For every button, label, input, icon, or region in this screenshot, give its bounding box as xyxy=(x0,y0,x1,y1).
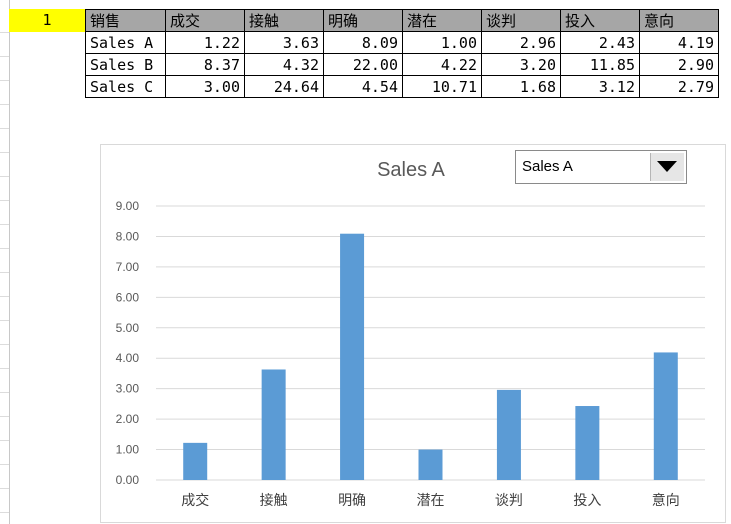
value-cell[interactable]: 3.20 xyxy=(481,53,561,76)
row-gridline xyxy=(0,344,9,345)
value-cell[interactable]: 4.19 xyxy=(639,31,719,54)
data-table: 销售 成交 接触 明确 潜在 谈判 投入 意向 Sales A 1.22 3.6… xyxy=(85,9,719,98)
row-gridline xyxy=(0,464,9,465)
chart-plot-area: 0.00 1.00 2.00 3.00 4.00 5.00 6.00 7.00 8.00 9.00… xyxy=(116,199,705,509)
row-name-cell[interactable]: Sales B xyxy=(85,53,166,76)
table-row: Sales C 3.00 24.64 4.54 10.71 1.68 3.12 … xyxy=(85,75,719,98)
y-tick-label: 5.00 xyxy=(116,321,140,335)
cell-a1[interactable]: 1 xyxy=(9,9,85,32)
x-tick-label: 意向 xyxy=(652,492,680,509)
row-gridline xyxy=(0,32,9,33)
row-gridline xyxy=(0,176,9,177)
x-tick-label: 谈判 xyxy=(495,493,523,509)
row-gridline xyxy=(0,368,9,369)
value-cell[interactable]: 3.63 xyxy=(244,31,324,54)
y-tick-label: 6.00 xyxy=(116,290,140,304)
table-row: Sales A 1.22 3.63 8.09 1.00 2.96 2.43 4.… xyxy=(85,31,719,54)
value-cell[interactable]: 22.00 xyxy=(323,53,403,76)
row-name-cell[interactable]: Sales A xyxy=(85,31,166,54)
header-cell[interactable]: 接触 xyxy=(244,9,324,32)
value-cell[interactable]: 11.85 xyxy=(560,53,640,76)
y-tick-label: 1.00 xyxy=(116,443,140,457)
y-tick-label: 2.00 xyxy=(116,412,140,426)
value-cell[interactable]: 8.37 xyxy=(165,53,245,76)
row-gridline xyxy=(0,80,9,81)
y-tick-label: 8.00 xyxy=(116,229,140,243)
value-cell[interactable]: 3.12 xyxy=(560,75,640,98)
row-gridline xyxy=(0,440,9,441)
value-cell[interactable]: 2.79 xyxy=(639,75,719,98)
row-gridline xyxy=(0,200,9,201)
bar-chart[interactable]: 0.00 1.00 2.00 3.00 4.00 5.00 6.00 7.00 8.00 9.00… xyxy=(100,144,726,523)
header-cell[interactable]: 谈判 xyxy=(481,9,561,32)
row-gridline xyxy=(0,416,9,417)
x-tick-label: 明确 xyxy=(338,493,366,509)
y-tick-label: 9.00 xyxy=(116,199,140,213)
value-cell[interactable]: 24.64 xyxy=(244,75,324,98)
bar[interactable] xyxy=(496,389,521,480)
header-cell[interactable]: 潜在 xyxy=(402,9,482,32)
value-cell[interactable]: 2.96 xyxy=(481,31,561,54)
value-cell[interactable]: 8.09 xyxy=(323,31,403,54)
value-cell[interactable]: 2.90 xyxy=(639,53,719,76)
y-tick-label: 3.00 xyxy=(116,382,140,396)
row-gridline xyxy=(0,296,9,297)
header-cell[interactable]: 意向 xyxy=(639,9,719,32)
row-gridline xyxy=(0,224,9,225)
table-header-row: 销售 成交 接触 明确 潜在 谈判 投入 意向 xyxy=(85,9,719,32)
header-cell[interactable]: 明确 xyxy=(323,9,403,32)
row-gridline xyxy=(0,56,9,57)
header-cell[interactable]: 销售 xyxy=(85,9,166,32)
value-cell[interactable]: 4.32 xyxy=(244,53,324,76)
row-header-strip xyxy=(0,0,10,524)
sales-select-dropdown[interactable]: Sales A xyxy=(515,150,687,184)
row-gridline xyxy=(0,512,9,513)
table-row: Sales B 8.37 4.32 22.00 4.22 3.20 11.85 … xyxy=(85,53,719,76)
bar[interactable] xyxy=(340,233,365,480)
y-tick-label: 4.00 xyxy=(116,351,140,365)
row-gridline xyxy=(0,488,9,489)
row-gridline xyxy=(0,272,9,273)
row-gridline xyxy=(0,152,9,153)
row-gridline xyxy=(0,104,9,105)
y-tick-label: 7.00 xyxy=(116,260,140,274)
value-cell[interactable]: 10.71 xyxy=(402,75,482,98)
row-gridline xyxy=(0,392,9,393)
row-gridline xyxy=(0,248,9,249)
bar[interactable] xyxy=(653,352,678,480)
x-tick-label: 投入 xyxy=(573,493,601,509)
x-tick-label: 潜在 xyxy=(417,493,445,509)
value-cell[interactable]: 1.22 xyxy=(165,31,245,54)
y-tick-label: 0.00 xyxy=(116,473,140,487)
row-name-cell[interactable]: Sales C xyxy=(85,75,166,98)
value-cell[interactable]: 4.54 xyxy=(323,75,403,98)
value-cell[interactable]: 1.00 xyxy=(402,31,482,54)
dropdown-selected-value: Sales A xyxy=(522,158,573,175)
bar[interactable] xyxy=(261,369,286,480)
x-tick-label: 接触 xyxy=(260,492,288,509)
header-cell[interactable]: 成交 xyxy=(165,9,245,32)
row-gridline xyxy=(0,320,9,321)
x-tick-label: 成交 xyxy=(181,492,209,509)
chart-title: Sales A xyxy=(377,159,445,181)
dropdown-button[interactable] xyxy=(650,153,684,181)
bar[interactable] xyxy=(183,442,208,480)
value-cell[interactable]: 2.43 xyxy=(560,31,640,54)
value-cell[interactable]: 1.68 xyxy=(481,75,561,98)
value-cell[interactable]: 3.00 xyxy=(165,75,245,98)
bar[interactable] xyxy=(418,449,443,480)
row-gridline xyxy=(0,128,9,129)
header-cell[interactable]: 投入 xyxy=(560,9,640,32)
value-cell[interactable]: 4.22 xyxy=(402,53,482,76)
bar[interactable] xyxy=(575,406,600,480)
chevron-down-icon xyxy=(657,161,677,172)
